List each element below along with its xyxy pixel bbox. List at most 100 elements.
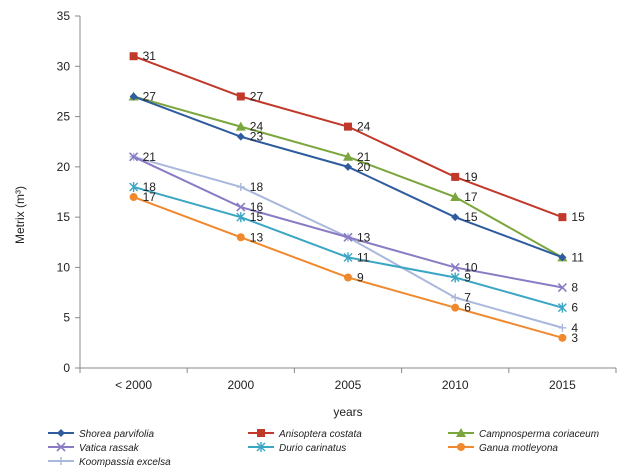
data-label-koompassia-excelsa: 7 — [464, 291, 471, 305]
y-tick-label: 35 — [57, 9, 71, 23]
legend-item-anisoptera-costata: Anisoptera costata — [248, 429, 362, 440]
data-point-durio-carinatus — [450, 272, 460, 283]
y-tick-label: 15 — [57, 210, 71, 224]
data-point-anisoptera-costata — [129, 52, 138, 61]
data-point-shorea-parvifolia — [129, 92, 138, 101]
series-line-ganua-motleyona — [133, 196, 563, 339]
series-line-shorea-parvifolia — [133, 95, 563, 259]
series-vatica-rassak — [129, 152, 567, 293]
data-label-anisoptera-costata: 19 — [464, 170, 478, 184]
data-point-koompassia-excelsa — [236, 182, 245, 191]
x-tick-label: 2015 — [549, 378, 576, 392]
data-point-shorea-parvifolia — [451, 213, 460, 222]
legend-item-campnosperma-coriaceum: Campnosperma coriaceum — [448, 428, 599, 440]
data-label-shorea-parvifolia: 15 — [464, 210, 478, 224]
data-point-shorea-parvifolia — [344, 162, 352, 171]
data-label-durio-carinatus: 11 — [357, 250, 370, 264]
legend-label-ganua-motleyona: Ganua motleyona — [479, 443, 558, 454]
series-ganua-motleyona — [129, 193, 567, 342]
series-shorea-parvifolia — [129, 92, 567, 262]
legend: Shorea parvifolia Anisoptera costata Campn… — [48, 428, 599, 468]
y-tick-label: 30 — [57, 59, 71, 73]
legend-label-durio-carinatus: Durio carinatus — [279, 443, 346, 454]
data-label-ganua-motleyona: 17 — [143, 190, 157, 204]
data-point-shorea-parvifolia — [558, 253, 567, 262]
data-labels-layer: 23 20 15 31 27 24 19 15 27 24 21 17 11 21 16 13 10 8 18 15 1… — [143, 49, 585, 345]
data-label-shorea-parvifolia: 23 — [250, 130, 264, 144]
data-label-koompassia-excelsa: 18 — [250, 180, 264, 194]
x-tick-label: 2005 — [335, 378, 362, 392]
x-tick-label: 2010 — [442, 378, 469, 392]
y-axis-title: Metrix (m³) — [13, 186, 27, 244]
data-label-durio-carinatus: 9 — [464, 270, 471, 284]
data-point-durio-carinatus — [236, 212, 246, 223]
y-tick-label: 5 — [63, 311, 70, 325]
legend-item-koompassia-excelsa: Koompassia excelsa — [48, 457, 171, 468]
series-line-durio-carinatus — [133, 186, 563, 309]
data-label-campnosperma-coriaceum: 24 — [250, 120, 264, 134]
x-axis-title: years — [333, 405, 362, 419]
data-label-shorea-parvifolia: 20 — [357, 160, 371, 174]
data-point-ganua-motleyona — [344, 273, 352, 282]
legend-marker-shorea-parvifolia — [57, 429, 65, 437]
legend-marker-ganua-motleyona — [457, 443, 465, 451]
legend-marker-koompassia-excelsa — [57, 457, 65, 465]
x-axis: < 2000 2000 2005 2010 2015 — [79, 367, 617, 392]
legend-label-shorea-parvifolia: Shorea parvifolia — [79, 429, 154, 440]
data-label-ganua-motleyona: 3 — [571, 331, 578, 345]
data-point-ganua-motleyona — [236, 233, 245, 242]
legend-item-durio-carinatus: Durio carinatus — [248, 442, 346, 454]
x-tick-label: < 2000 — [115, 378, 152, 392]
data-point-ganua-motleyona — [129, 193, 138, 202]
data-label-campnosperma-coriaceum: 17 — [464, 190, 478, 204]
data-label-koompassia-excelsa: 4 — [571, 321, 578, 335]
data-label-vatica-rassak: 10 — [464, 260, 478, 274]
series-layer — [128, 52, 568, 342]
legend-marker-anisoptera-costata — [257, 429, 265, 437]
data-point-anisoptera-costata — [558, 213, 567, 222]
legend-marker-durio-carinatus — [256, 442, 266, 452]
data-label-durio-carinatus: 15 — [250, 210, 264, 224]
legend-label-koompassia-excelsa: Koompassia excelsa — [79, 457, 171, 468]
data-point-vatica-rassak — [236, 202, 246, 212]
series-line-anisoptera-costata — [133, 55, 563, 219]
data-label-anisoptera-costata: 24 — [357, 120, 371, 134]
data-label-vatica-rassak: 16 — [250, 200, 264, 214]
data-point-durio-carinatus — [129, 181, 139, 192]
data-point-shorea-parvifolia — [236, 132, 245, 141]
data-label-durio-carinatus: 18 — [143, 180, 157, 194]
legend-label-campnosperma-coriaceum: Campnosperma coriaceum — [479, 429, 599, 440]
data-label-campnosperma-coriaceum: 27 — [143, 89, 157, 103]
x-tick-label: 2000 — [227, 378, 254, 392]
legend-item-ganua-motleyona: Ganua motleyona — [448, 443, 558, 454]
legend-marker-vatica-rassak — [56, 442, 66, 452]
data-point-anisoptera-costata — [344, 122, 352, 131]
data-point-ganua-motleyona — [558, 333, 567, 342]
series-durio-carinatus — [129, 181, 567, 313]
data-label-ganua-motleyona: 13 — [250, 230, 264, 244]
legend-marker-campnosperma-coriaceum — [456, 428, 466, 437]
y-tick-label: 0 — [63, 361, 70, 375]
legend-item-vatica-rassak: Vatica rassak — [48, 442, 140, 454]
data-label-campnosperma-coriaceum: 11 — [571, 250, 584, 264]
y-tick-label: 10 — [57, 260, 71, 274]
y-tick-label: 20 — [57, 160, 71, 174]
data-point-koompassia-excelsa — [451, 293, 460, 302]
y-tick-label: 25 — [57, 110, 71, 124]
data-point-vatica-rassak — [557, 282, 567, 293]
data-point-ganua-motleyona — [451, 303, 460, 312]
data-point-koompassia-excelsa — [558, 323, 567, 332]
legend-label-anisoptera-costata: Anisoptera costata — [278, 429, 362, 440]
data-point-vatica-rassak — [450, 262, 460, 272]
data-label-anisoptera-costata: 15 — [571, 210, 585, 224]
data-point-campnosperma-coriaceum — [450, 192, 461, 202]
data-point-campnosperma-coriaceum — [343, 151, 353, 161]
data-label-anisoptera-costata: 31 — [143, 49, 157, 63]
data-point-anisoptera-costata — [451, 172, 460, 181]
data-label-vatica-rassak: 21 — [143, 150, 157, 164]
data-point-vatica-rassak — [343, 232, 353, 242]
series-line-koompassia-excelsa — [133, 155, 563, 329]
data-label-vatica-rassak: 13 — [357, 230, 371, 244]
data-label-anisoptera-costata: 27 — [250, 89, 264, 103]
